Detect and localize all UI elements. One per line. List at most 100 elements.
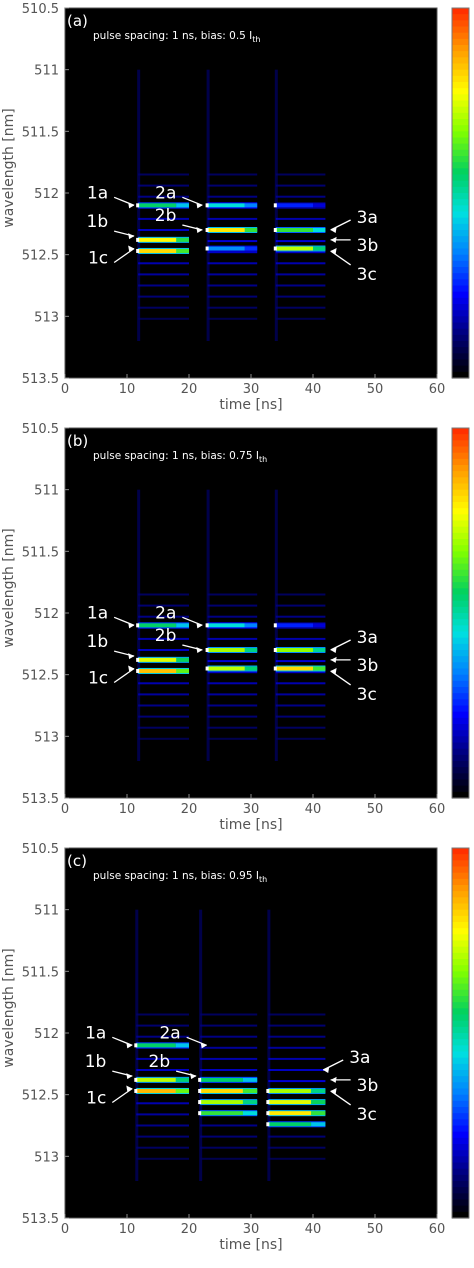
side-mode <box>207 273 258 276</box>
mode-line-tail <box>311 1088 326 1093</box>
side-mode <box>136 1013 189 1016</box>
colorbar-step <box>452 940 469 948</box>
colorbar-step <box>452 428 469 435</box>
side-mode <box>268 1024 326 1027</box>
side-mode <box>268 1069 326 1071</box>
side-mode <box>200 1124 258 1127</box>
marker-label: 2b <box>155 626 177 646</box>
mode-line-tail <box>176 203 189 208</box>
x-axis-label: time [ns] <box>219 397 282 413</box>
side-mode <box>138 715 189 718</box>
colorbar-step <box>452 32 469 40</box>
mode-onset <box>198 1100 202 1105</box>
mode-onset <box>266 1122 270 1127</box>
colorbar-step <box>452 1199 469 1207</box>
x-axis-label: time [ns] <box>219 1237 282 1253</box>
side-mode <box>207 693 258 696</box>
colorbar-step <box>452 1051 469 1059</box>
colorbar-step <box>452 328 469 336</box>
colorbar-step <box>452 1070 469 1077</box>
side-mode <box>207 671 258 674</box>
mode-line <box>268 1088 312 1093</box>
side-mode <box>200 1035 258 1038</box>
mode-line <box>207 203 245 208</box>
mode-onset <box>273 228 277 232</box>
colorbar-step <box>452 112 469 120</box>
colorbar-step <box>452 242 469 250</box>
colorbar-step <box>452 125 469 132</box>
x-tick-label: 40 <box>305 382 322 397</box>
colorbar-step <box>452 748 469 756</box>
side-mode <box>275 682 326 685</box>
side-mode <box>207 637 258 640</box>
colorbar-step <box>452 1020 469 1028</box>
heatmap <box>136 489 326 761</box>
marker-1c: 1c <box>88 665 135 689</box>
colorbar-step <box>452 1039 469 1046</box>
mode-line <box>200 1077 243 1082</box>
side-mode <box>207 262 258 265</box>
marker-label: 3b <box>357 656 379 676</box>
side-mode <box>138 273 189 276</box>
y-tick-label: 511.5 <box>22 125 59 140</box>
panel-label: (b) <box>67 432 88 450</box>
colorbar-step <box>452 619 469 626</box>
colorbar-step <box>452 359 469 367</box>
colorbar-step <box>452 613 469 620</box>
side-mode <box>275 184 326 187</box>
colorbar-step <box>452 1094 469 1102</box>
mode-line-tail <box>176 248 189 253</box>
side-mode <box>138 195 189 198</box>
mode-line <box>200 1088 243 1093</box>
mode-onset <box>205 648 209 652</box>
marker-label: 2a <box>155 603 176 623</box>
marker-1a: 1a <box>87 603 135 629</box>
mode-line-tail <box>176 237 189 242</box>
side-mode <box>138 284 189 287</box>
side-mode <box>268 1057 326 1060</box>
side-mode <box>275 217 326 220</box>
mode-onset <box>266 1111 270 1116</box>
marker-2a: 2a <box>155 183 203 209</box>
marker-arrow <box>113 247 135 264</box>
colorbar-step <box>452 1174 469 1182</box>
colorbar-step <box>452 1107 469 1114</box>
colorbar-step <box>452 539 469 546</box>
colorbar-step <box>452 267 469 274</box>
side-mode <box>138 217 189 220</box>
marker-label: 3c <box>357 1105 377 1125</box>
colorbar-step <box>452 236 469 243</box>
side-mode <box>207 217 258 220</box>
colorbar-step <box>452 699 469 707</box>
marker-arrow <box>330 250 352 266</box>
colorbar-step <box>452 1131 469 1139</box>
colorbar-step <box>452 848 469 855</box>
y-tick-label: 512 <box>34 187 59 202</box>
colorbar-step <box>452 557 469 565</box>
colorbar-step <box>452 119 469 126</box>
colorbar-step <box>452 1076 469 1083</box>
marker-arrowhead <box>330 247 337 254</box>
x-tick-label: 30 <box>243 1222 260 1237</box>
colorbar-step <box>452 1088 469 1096</box>
colorbar-step <box>452 625 469 633</box>
side-mode <box>136 1135 189 1138</box>
side-mode <box>136 1035 189 1038</box>
side-mode <box>138 593 189 596</box>
colorbar-step <box>452 452 469 460</box>
mode-line <box>138 237 177 242</box>
panel-label: (a) <box>67 12 88 30</box>
colorbar-step <box>452 156 469 163</box>
colorbar-step <box>452 761 469 768</box>
mode-line <box>207 666 245 671</box>
colorbar-step <box>452 63 469 71</box>
mode-line <box>275 246 313 251</box>
mode-line <box>138 623 177 628</box>
colorbar-step <box>452 576 469 583</box>
marker-label: 1b <box>87 212 109 232</box>
side-mode <box>200 1046 258 1049</box>
colorbar-step <box>452 223 469 231</box>
marker-arrowhead <box>330 1076 337 1083</box>
colorbar-step <box>452 1113 469 1120</box>
colorbar-step <box>452 162 469 169</box>
